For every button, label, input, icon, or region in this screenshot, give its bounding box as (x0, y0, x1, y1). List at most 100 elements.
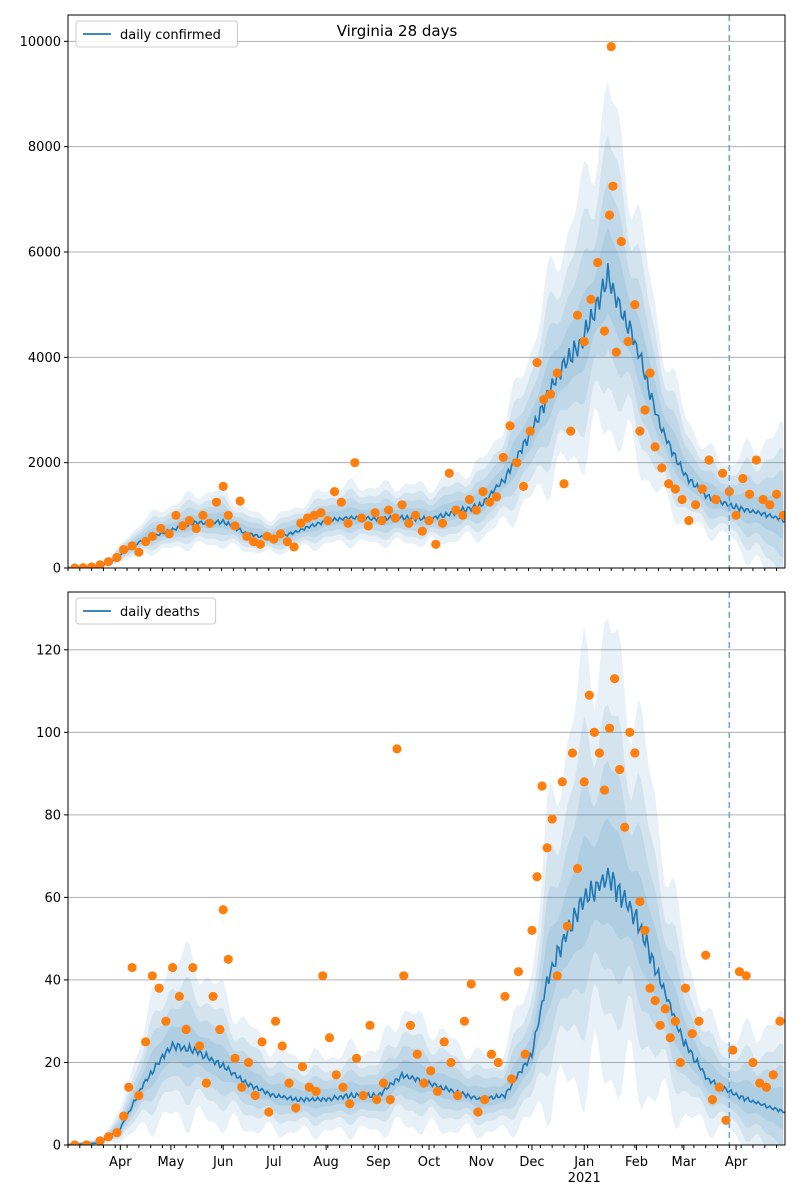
data-point (458, 510, 468, 520)
uncertainty-band (68, 81, 784, 568)
data-point (147, 531, 157, 542)
data-point (215, 1024, 225, 1035)
data-point (604, 210, 615, 220)
data-point (623, 336, 633, 347)
data-point (171, 510, 181, 520)
uncertainty-band (68, 180, 784, 568)
data-point (657, 463, 667, 473)
data-point (103, 1132, 114, 1142)
data-point (446, 1057, 456, 1068)
data-point (485, 497, 495, 507)
legend-box (75, 597, 217, 625)
data-point (650, 995, 660, 1006)
data-point (625, 727, 635, 737)
data-point (748, 1057, 758, 1068)
data-point (377, 516, 387, 526)
y-tick-label: 2000 (28, 456, 61, 471)
data-point (677, 494, 687, 505)
data-point (459, 1016, 470, 1026)
data-point (264, 1107, 274, 1117)
data-point (604, 723, 615, 733)
data-point (611, 347, 621, 357)
x-year-label: 2021 (568, 1171, 601, 1186)
data-point (670, 484, 680, 494)
data-point (761, 1082, 772, 1092)
data-point (405, 1020, 416, 1030)
data-point (412, 1049, 422, 1059)
uncertainty-band (68, 761, 784, 1145)
data-point (431, 539, 441, 549)
data-point (640, 925, 650, 936)
data-point (704, 455, 714, 465)
data-point (255, 539, 265, 549)
data-point (599, 785, 610, 795)
data-point (119, 544, 129, 555)
observed-points (70, 42, 785, 568)
legend-box (75, 20, 238, 48)
x-tick-label: Apr (725, 1155, 748, 1170)
y-tick-label: 0 (53, 1139, 61, 1154)
data-point (527, 925, 537, 936)
data-point (257, 1037, 267, 1047)
data-point (282, 537, 292, 547)
data-point (419, 1078, 429, 1088)
data-point (444, 468, 454, 478)
x-tick-label: Sep (366, 1155, 391, 1170)
data-point (537, 781, 547, 791)
data-point (620, 822, 630, 832)
data-point (208, 991, 218, 1002)
data-point (697, 484, 707, 494)
y-tick-label: 0 (53, 562, 61, 577)
data-point (559, 479, 569, 489)
data-point (491, 492, 502, 502)
data-point (343, 518, 353, 528)
data-point (370, 508, 380, 518)
data-point (635, 896, 645, 907)
data-point (512, 458, 522, 468)
data-point (486, 1049, 497, 1059)
data-point (417, 526, 427, 536)
data-point (778, 510, 785, 520)
plot-frame (67, 591, 786, 1146)
data-point (161, 1016, 171, 1026)
data-point (532, 358, 542, 368)
data-point (119, 1111, 129, 1121)
x-tick-label: Apr (109, 1155, 132, 1170)
data-point (606, 42, 616, 52)
legend: daily confirmed (75, 20, 238, 48)
data-point (284, 1078, 294, 1088)
data-point (738, 473, 748, 484)
data-point (701, 950, 711, 960)
data-point (95, 1136, 105, 1145)
data-point (164, 529, 174, 539)
data-point (724, 487, 734, 497)
data-point (545, 389, 556, 399)
y-tick-label: 120 (36, 643, 61, 658)
data-point (579, 777, 589, 787)
data-point (141, 1037, 151, 1047)
data-point (147, 971, 157, 981)
data-point (471, 505, 481, 515)
data-point (296, 518, 306, 528)
data-point (270, 1016, 281, 1026)
data-point (70, 1140, 80, 1145)
data-point (289, 542, 299, 552)
data-point (167, 962, 178, 973)
data-point (630, 300, 640, 310)
data-point (211, 497, 222, 507)
data-point (765, 500, 775, 510)
data-point (358, 1090, 368, 1101)
x-tick-label: Oct (418, 1155, 440, 1170)
data-point (399, 971, 409, 981)
y-tick-label: 100 (36, 726, 61, 741)
data-point (610, 674, 620, 684)
data-point (230, 1053, 240, 1063)
data-point (599, 326, 610, 336)
data-point (616, 236, 626, 247)
data-point (329, 487, 340, 497)
data-point (645, 368, 655, 378)
data-point (95, 560, 105, 568)
data-point (473, 1107, 483, 1117)
x-tick-label: Jul (265, 1155, 282, 1170)
